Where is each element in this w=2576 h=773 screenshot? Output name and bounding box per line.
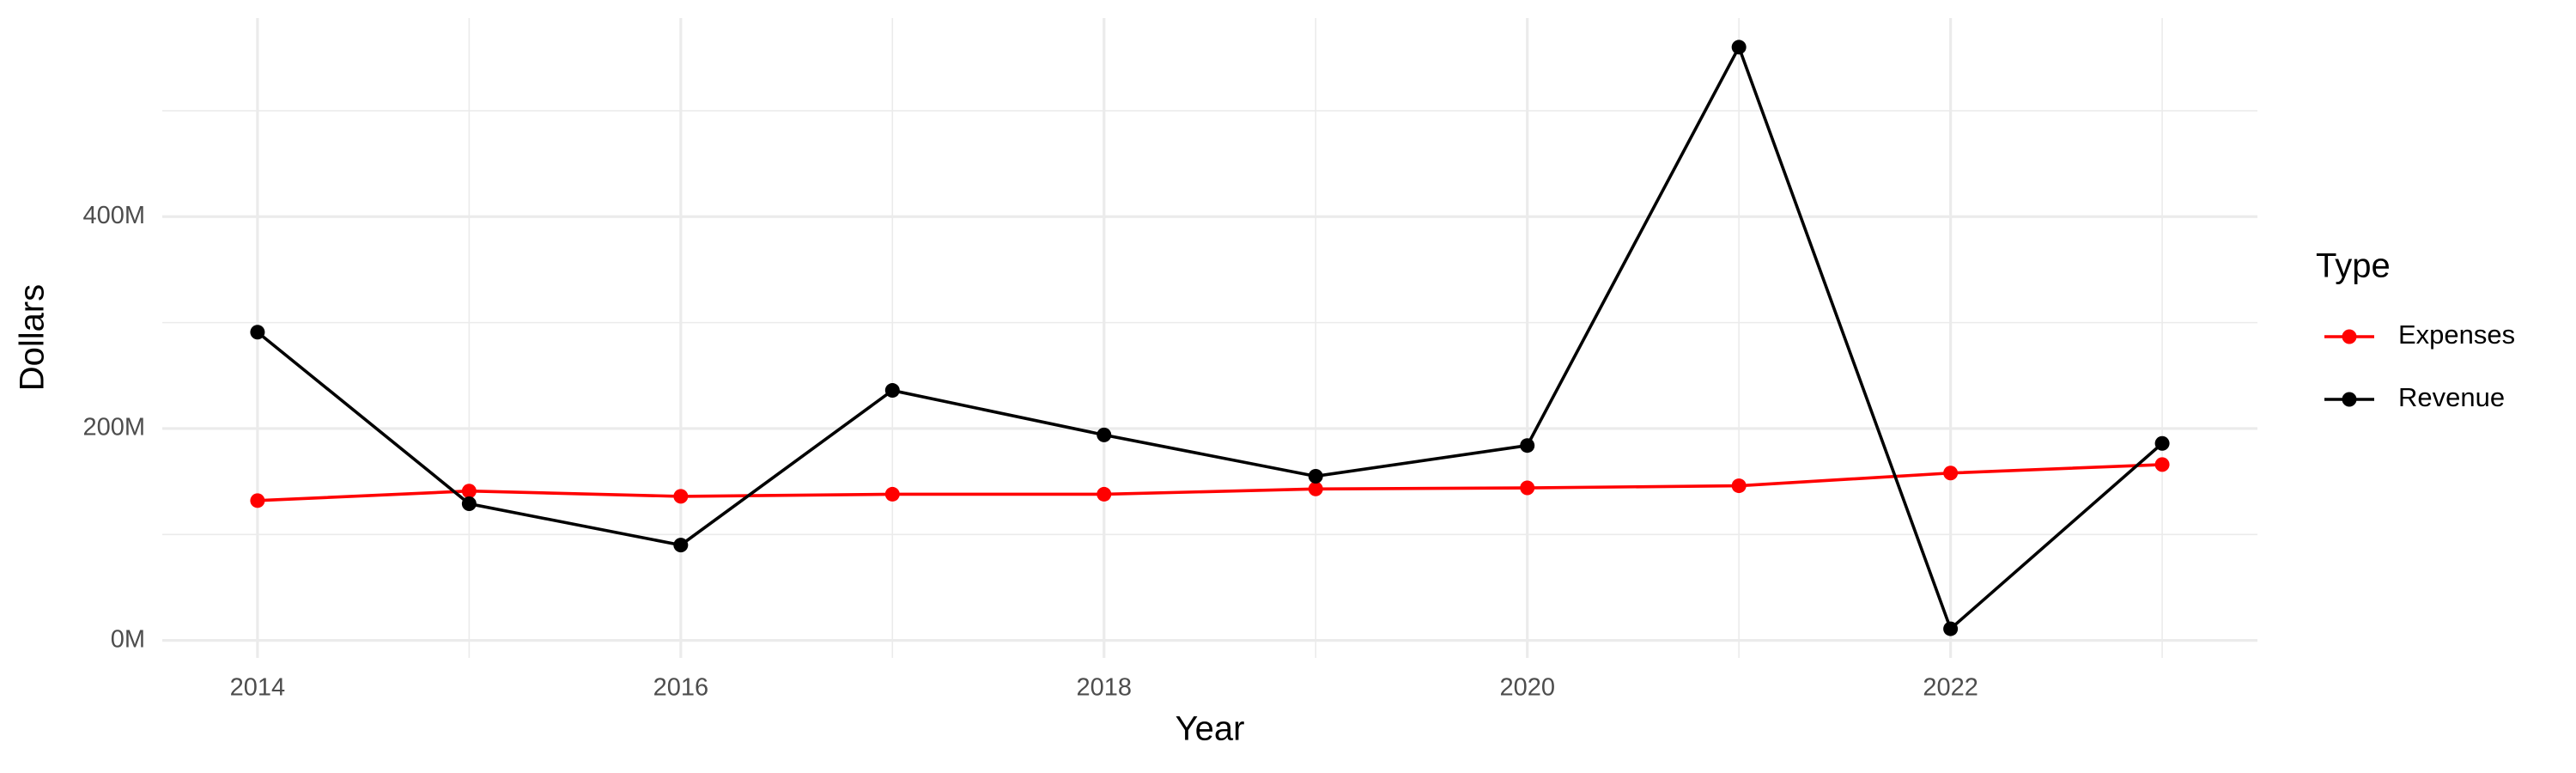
x-tick-label: 2018 xyxy=(1077,674,1133,702)
x-tick-label: 2014 xyxy=(230,674,286,702)
data-point xyxy=(461,484,477,499)
data-point xyxy=(1308,481,1323,496)
x-axis-title: Year xyxy=(1176,710,1245,748)
legend-key-point xyxy=(2342,392,2357,407)
data-point xyxy=(884,383,900,399)
data-point xyxy=(1943,621,1959,636)
data-point xyxy=(673,489,689,504)
data-point xyxy=(1308,468,1323,484)
x-tick-label: 2020 xyxy=(1499,674,1555,702)
data-point xyxy=(884,486,900,502)
data-point xyxy=(673,538,689,553)
grid xyxy=(162,18,2257,658)
series-line xyxy=(256,43,2164,632)
data-point xyxy=(1097,427,1112,442)
y-tick-label: 400M xyxy=(82,202,145,229)
data-point xyxy=(1520,438,1535,453)
data-point xyxy=(1520,480,1535,496)
legend-item: Expenses xyxy=(2324,320,2515,350)
y-tick-label: 0M xyxy=(111,625,145,653)
data-point xyxy=(250,325,265,340)
data-point xyxy=(250,493,265,508)
legend-label: Revenue xyxy=(2398,382,2505,412)
legend-key-point xyxy=(2342,329,2357,344)
data-point xyxy=(461,496,477,512)
y-axis-title: Dollars xyxy=(14,284,52,391)
data-point xyxy=(1731,478,1747,494)
legend-item: Revenue xyxy=(2324,382,2505,412)
data-point xyxy=(2154,457,2170,472)
data-point xyxy=(1731,40,1747,55)
x-tick-label: 2022 xyxy=(1923,674,1978,702)
series-line xyxy=(257,463,2163,502)
data-point xyxy=(2154,435,2170,451)
y-tick-label: 200M xyxy=(82,414,145,441)
x-tick-label: 2016 xyxy=(653,674,709,702)
data-point xyxy=(1943,466,1959,481)
legend-label: Expenses xyxy=(2398,320,2515,350)
data-point xyxy=(1097,486,1112,502)
legend-title: Type xyxy=(2316,247,2391,285)
